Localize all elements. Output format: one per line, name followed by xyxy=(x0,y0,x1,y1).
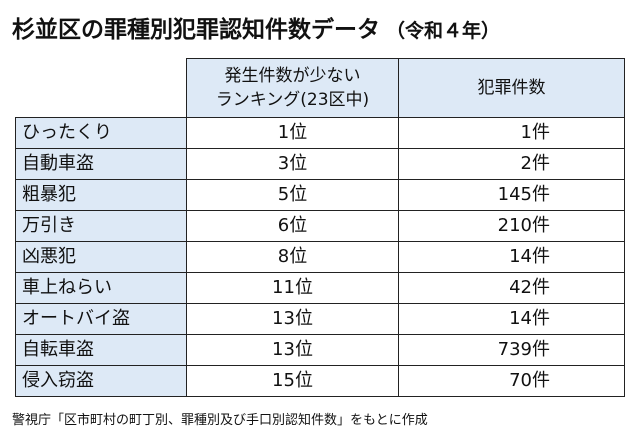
crime-rank: 15位 xyxy=(186,365,399,397)
table-row: 万引き 6位 210件 xyxy=(15,210,625,242)
crime-count: 2件 xyxy=(398,148,625,180)
crime-rank: 11位 xyxy=(186,272,399,304)
crime-rank: 5位 xyxy=(186,179,399,211)
crime-rank: 13位 xyxy=(186,303,399,335)
crime-rank: 1位 xyxy=(186,117,399,149)
crime-name: 車上ねらい xyxy=(15,272,187,304)
crime-count: 1件 xyxy=(398,117,625,149)
table-row: 粗暴犯 5位 145件 xyxy=(15,179,625,211)
crime-count: 210件 xyxy=(398,210,625,242)
table-row: 車上ねらい 11位 42件 xyxy=(15,272,625,304)
table-row: オートバイ盗 13位 14件 xyxy=(15,303,625,335)
header-count: 犯罪件数 xyxy=(398,58,625,118)
crime-name: オートバイ盗 xyxy=(15,303,187,335)
crime-name: 凶悪犯 xyxy=(15,241,187,273)
header-rank: 発生件数が少ない ランキング(23区中) xyxy=(186,58,399,118)
table-row: 侵入窃盗 15位 70件 xyxy=(15,365,625,397)
crime-rank: 13位 xyxy=(186,334,399,366)
crime-count: 145件 xyxy=(398,179,625,211)
crime-name: 自動車盗 xyxy=(15,148,187,180)
table-row: 自動車盗 3位 2件 xyxy=(15,148,625,180)
crime-name: 粗暴犯 xyxy=(15,179,187,211)
header-empty-cell xyxy=(15,58,187,118)
header-rank-line1: 発生件数が少ない xyxy=(224,66,361,86)
header-rank-line2: ランキング(23区中) xyxy=(215,90,370,110)
crime-count: 42件 xyxy=(398,272,625,304)
crime-count: 70件 xyxy=(398,365,625,397)
crime-count: 739件 xyxy=(398,334,625,366)
table-row: 自転車盗 13位 739件 xyxy=(15,334,625,366)
table-row: 凶悪犯 8位 14件 xyxy=(15,241,625,273)
page-title: 杉並区の罪種別犯罪認知件数データ （令和４年） xyxy=(12,14,628,46)
crime-name: 侵入窃盗 xyxy=(15,365,187,397)
title-subtitle: （令和４年） xyxy=(386,20,501,42)
source-note: 警視庁「区市町村の町丁別、罪種別及び手口別認知件数」をもとに作成 xyxy=(12,413,428,428)
crime-count: 14件 xyxy=(398,241,625,273)
table-header-row: 発生件数が少ない ランキング(23区中) 犯罪件数 xyxy=(15,58,625,118)
crime-rank: 8位 xyxy=(186,241,399,273)
crime-name: ひったくり xyxy=(15,117,187,149)
crime-rank: 3位 xyxy=(186,148,399,180)
crime-name: 自転車盗 xyxy=(15,334,187,366)
title-main: 杉並区の罪種別犯罪認知件数データ xyxy=(12,17,380,43)
crime-table: 発生件数が少ない ランキング(23区中) 犯罪件数 ひったくり 1位 1件 自動… xyxy=(15,58,625,397)
crime-name: 万引き xyxy=(15,210,187,242)
table-row: ひったくり 1位 1件 xyxy=(15,117,625,149)
crime-rank: 6位 xyxy=(186,210,399,242)
crime-count: 14件 xyxy=(398,303,625,335)
